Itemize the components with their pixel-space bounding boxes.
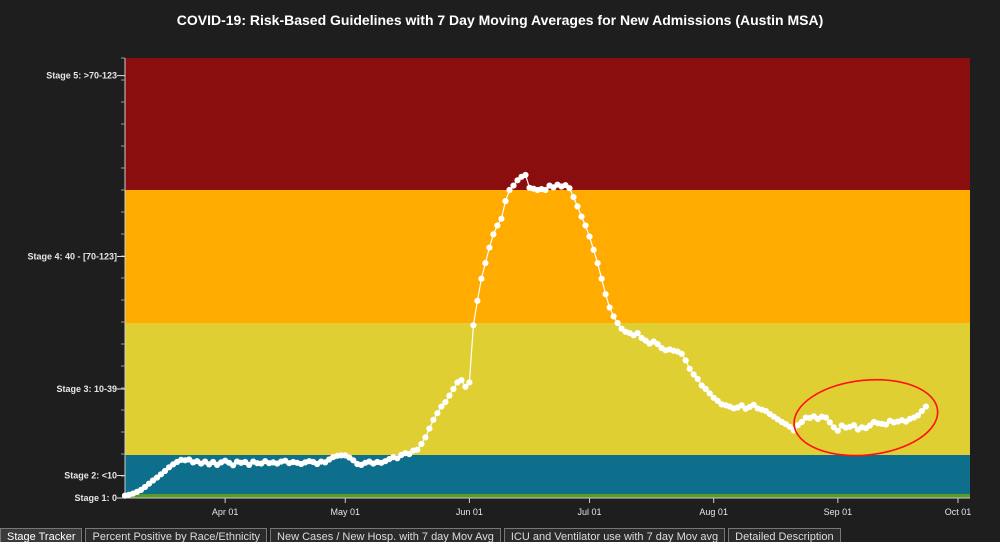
data-point <box>834 427 841 434</box>
data-point <box>566 185 573 192</box>
data-point <box>482 260 489 267</box>
y-tick-label: Stage 1: 0 <box>74 493 117 503</box>
data-point <box>582 222 589 229</box>
x-tick-label: Sep 01 <box>824 507 853 517</box>
data-point <box>442 399 449 406</box>
x-tick-label: Oct 01 <box>945 507 972 517</box>
data-point <box>706 390 713 397</box>
y-axis: Stage 5: >70-123 Stage 4: 40 - [70-123] St… <box>27 57 126 503</box>
y-tick-label: Stage 4: 40 - [70-123] <box>27 252 117 262</box>
data-point <box>738 402 745 409</box>
data-point <box>426 425 433 432</box>
series-new-admissions <box>121 171 930 499</box>
data-point <box>866 422 874 429</box>
data-point <box>654 341 661 348</box>
data-point <box>418 440 425 448</box>
data-point <box>590 246 597 253</box>
annotation-ellipse <box>793 378 939 457</box>
data-point <box>850 422 858 429</box>
data-point <box>574 203 581 210</box>
data-point <box>486 244 493 251</box>
data-point <box>614 319 621 327</box>
data-point <box>914 412 922 419</box>
data-point <box>490 231 497 238</box>
data-point <box>542 186 549 194</box>
tab-stage-tracker[interactable]: Stage Tracker <box>0 528 83 542</box>
y-tick-label: Stage 2: <10 <box>64 471 117 481</box>
band-stage-4 <box>125 190 970 323</box>
data-point <box>702 385 709 393</box>
chart-title: COVID-19: Risk-Based Guidelines with 7 D… <box>176 12 824 28</box>
risk-bands <box>125 58 970 498</box>
data-point <box>826 419 833 426</box>
data-point <box>698 382 705 389</box>
data-point <box>882 421 890 428</box>
data-point <box>434 410 441 417</box>
data-point <box>602 291 609 298</box>
data-point <box>578 213 585 220</box>
data-point <box>714 397 721 404</box>
data-point <box>678 350 685 357</box>
x-tick-label: May 01 <box>331 507 361 517</box>
data-point <box>690 371 697 378</box>
x-axis: Apr 01 May 01 Jun 01 Jul 01 Aug 01 Sep 01 Oct … <box>125 497 972 517</box>
data-point <box>414 446 421 453</box>
tab-icu-ventilator[interactable]: ICU and Ventilator use with 7 day Mov av… <box>503 528 726 542</box>
data-point <box>478 275 485 282</box>
data-point <box>750 401 757 408</box>
data-point <box>918 407 926 415</box>
x-tick-label: Aug 01 <box>699 507 728 517</box>
data-point <box>494 222 501 229</box>
data-point <box>686 365 693 372</box>
data-point <box>502 198 509 205</box>
data-point <box>822 414 829 421</box>
data-point <box>922 403 930 410</box>
data-point <box>506 186 513 194</box>
data-point <box>798 418 805 426</box>
y-tick-label: Stage 5: >70-123 <box>46 71 117 81</box>
data-point <box>830 424 837 431</box>
data-point <box>510 182 517 189</box>
y-tick-label: Stage 3: 10-39 <box>56 384 117 394</box>
data-point <box>430 416 437 423</box>
data-point <box>470 322 477 329</box>
data-point <box>450 385 457 393</box>
data-point <box>462 383 469 390</box>
x-tick-label: Jun 01 <box>456 507 483 517</box>
data-point <box>406 451 413 458</box>
tab-bar: Stage Tracker Percent Positive by Race/E… <box>0 528 1000 542</box>
data-point <box>230 462 237 469</box>
data-point <box>514 177 521 184</box>
tab-percent-positive[interactable]: Percent Positive by Race/Ethnicity <box>85 528 268 542</box>
data-point <box>586 233 593 240</box>
data-point <box>422 434 429 441</box>
tab-new-cases[interactable]: New Cases / New Hosp. with 7 day Mov Avg <box>270 528 501 542</box>
data-point <box>498 215 505 222</box>
x-tick-label: Apr 01 <box>212 507 239 517</box>
data-point <box>598 275 605 282</box>
data-point <box>474 297 481 304</box>
data-point <box>594 260 601 267</box>
data-point <box>161 467 169 475</box>
data-point <box>694 375 701 382</box>
data-point <box>786 423 793 430</box>
band-stage-3 <box>125 323 970 455</box>
data-point <box>438 403 445 410</box>
x-tick-label: Jul 01 <box>578 507 602 517</box>
chart-canvas: Stage 5: >70-123 Stage 4: 40 - [70-123] St… <box>27 57 972 517</box>
data-point <box>610 313 617 320</box>
data-point <box>458 377 465 384</box>
data-point <box>446 392 453 399</box>
data-point <box>634 330 641 337</box>
data-point <box>570 194 577 201</box>
data-point <box>466 379 473 386</box>
tab-detailed-description[interactable]: Detailed Description <box>728 528 841 542</box>
annotation-layer <box>793 378 939 457</box>
data-point <box>682 357 689 364</box>
band-stage-1 <box>125 494 970 498</box>
data-point <box>522 171 529 179</box>
data-point <box>350 457 357 464</box>
data-point <box>606 304 613 311</box>
band-stage-5 <box>125 58 970 190</box>
